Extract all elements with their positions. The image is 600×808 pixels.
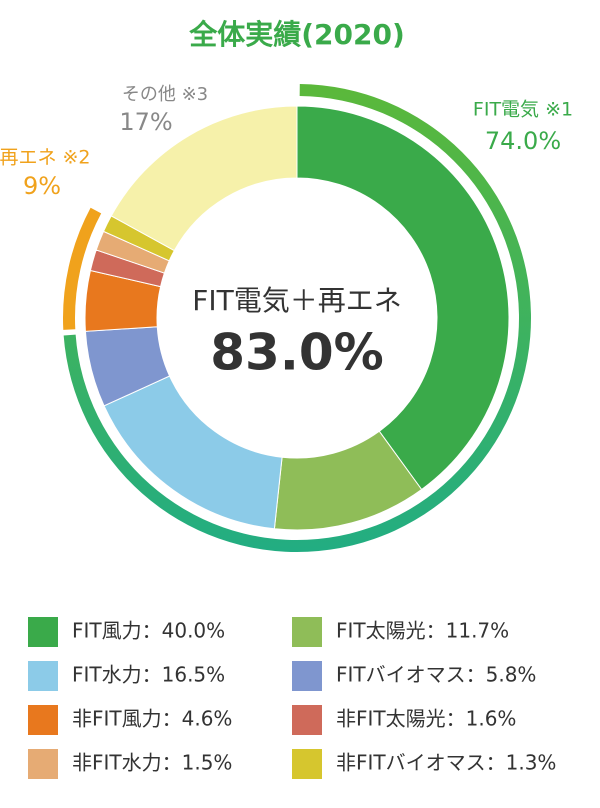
legend-label: FITバイオマス：5.8%: [336, 663, 536, 687]
legend-label: 非FIT太陽光：1.6%: [336, 707, 516, 731]
legend-swatch: [28, 661, 58, 691]
center-label: FIT電気＋再エネ: [192, 284, 401, 317]
legend-swatch: [28, 749, 58, 779]
annotation-label: 再エネ ※2: [0, 147, 91, 169]
center-value: 83.0%: [210, 324, 383, 382]
legend-swatch: [292, 749, 322, 779]
annotation-value: 17%: [119, 108, 172, 136]
outer-segment: [63, 207, 102, 330]
legend-label: FIT風力：40.0%: [72, 619, 225, 643]
legend-swatch: [28, 705, 58, 735]
legend-swatch: [292, 617, 322, 647]
legend-label: 非FIT風力：4.6%: [72, 707, 232, 731]
legend-swatch: [292, 661, 322, 691]
legend-swatch: [292, 705, 322, 735]
annotation-value: 74.0%: [485, 127, 561, 155]
donut-segment: [296, 105, 510, 491]
annotation-label: FIT電気 ※1: [473, 99, 573, 121]
donut-segment: [103, 375, 283, 530]
legend-label: 非FIT水力：1.5%: [72, 751, 232, 775]
legend-label: FIT水力：16.5%: [72, 663, 225, 687]
legend-label: FIT太陽光：11.7%: [336, 619, 509, 643]
donut-segment: [110, 105, 298, 252]
legend-swatch: [28, 617, 58, 647]
annotation-value: 9%: [23, 172, 61, 200]
legend-label: 非FITバイオマス：1.3%: [336, 751, 556, 775]
chart-title: 全体実績(2020): [188, 18, 405, 51]
annotation-label: その他 ※3: [122, 84, 208, 105]
